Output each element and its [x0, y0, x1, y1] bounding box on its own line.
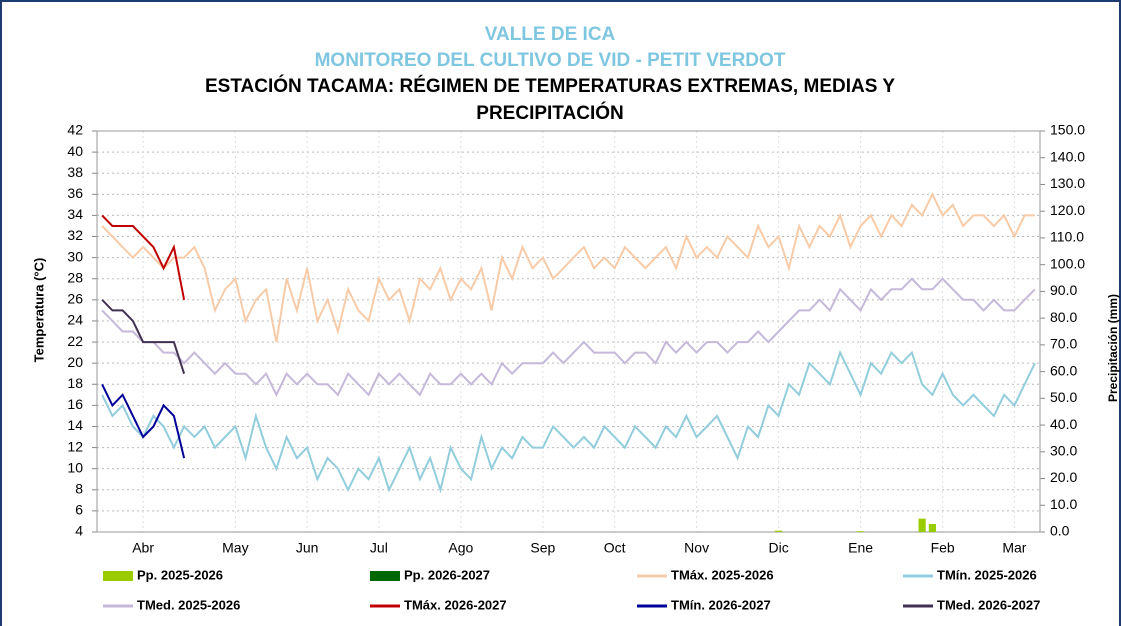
- y2-tick-label: 30.0: [1050, 443, 1077, 459]
- y2-tick-label: 80.0: [1050, 309, 1077, 325]
- line: [101, 277, 1036, 398]
- y-tick-label: 38: [67, 164, 83, 180]
- y2-tick-label: 10.0: [1050, 496, 1077, 512]
- legend-label: TMín. 2026-2027: [671, 597, 771, 612]
- plot-border: [96, 130, 1041, 533]
- y-tick-label: 6: [75, 502, 83, 518]
- y-tick-label: 12: [67, 438, 83, 454]
- y-tick-label: 8: [75, 480, 83, 496]
- y-tick-label: 16: [67, 396, 83, 412]
- y-tick-label: 30: [67, 248, 83, 264]
- line: [101, 349, 1036, 494]
- y2-axis-label: Precipitación (mm): [1106, 294, 1120, 402]
- y2-tick-label: 90.0: [1050, 282, 1077, 298]
- y2-tick-label: 60.0: [1050, 362, 1077, 378]
- bar: [857, 531, 865, 532]
- x-tick-label: Sep: [530, 540, 555, 556]
- x-tick-label: Jul: [370, 540, 388, 556]
- legend-label: TMed. 2026-2027: [937, 597, 1040, 612]
- x-tick-label: Nov: [684, 540, 709, 556]
- y-tick-label: 32: [67, 227, 83, 243]
- legend-swatch: [370, 571, 400, 581]
- legend-label: TMáx. 2025-2026: [671, 567, 774, 582]
- x-tick-label: Dic: [769, 540, 789, 556]
- y-tick-label: 34: [67, 206, 83, 222]
- y2-tick-label: 50.0: [1050, 389, 1077, 405]
- x-tick-label: Ene: [848, 540, 873, 556]
- subtitle: VALLE DE ICA: [485, 24, 616, 45]
- x-tick-label: Abr: [132, 540, 154, 556]
- bar: [928, 523, 936, 532]
- legend-label: Pp. 2026-2027: [404, 567, 490, 582]
- y-tick-label: 24: [67, 312, 83, 328]
- x-tick-label: Ago: [448, 540, 473, 556]
- y2-tick-label: 130.0: [1050, 175, 1085, 191]
- y2-tick-label: 0.0: [1050, 523, 1070, 539]
- bar: [918, 518, 926, 532]
- y-tick-label: 20: [67, 354, 83, 370]
- x-tick-label: May: [222, 540, 248, 556]
- x-tick-label: Jun: [296, 540, 319, 556]
- line: [101, 214, 186, 300]
- y-tick-label: 22: [67, 333, 83, 349]
- y2-tick-label: 70.0: [1050, 336, 1077, 352]
- y-tick-label: 42: [67, 122, 83, 138]
- chart-title: ESTACIÓN TACAMA: RÉGIMEN DE TEMPERATURAS…: [205, 75, 895, 97]
- y-tick-label: 28: [67, 269, 83, 285]
- y2-tick-label: 100.0: [1050, 255, 1085, 271]
- legend-label: TMáx. 2026-2027: [404, 597, 507, 612]
- line: [101, 192, 1035, 343]
- y-tick-label: 40: [67, 143, 83, 159]
- y-tick-label: 18: [67, 375, 83, 391]
- legend-swatch: [103, 571, 133, 581]
- x-tick-label: Feb: [931, 540, 955, 556]
- x-tick-label: Oct: [604, 540, 626, 556]
- y2-tick-label: 110.0: [1050, 229, 1084, 245]
- x-tick-label: Mar: [1002, 540, 1026, 556]
- legend-label: TMed. 2025-2026: [137, 597, 240, 612]
- subtitle: MONITOREO DEL CULTIVO DE VID - PETIT VER…: [315, 50, 786, 71]
- y-tick-label: 14: [67, 417, 83, 433]
- legend-label: Pp. 2025-2026: [137, 567, 223, 582]
- chart-title: PRECIPITACIÓN: [476, 102, 623, 124]
- line: [101, 383, 186, 459]
- y2-tick-label: 20.0: [1050, 469, 1077, 485]
- y2-tick-label: 40.0: [1050, 416, 1077, 432]
- y2-tick-label: 150.0: [1050, 122, 1085, 138]
- y2-tick-label: 120.0: [1050, 202, 1085, 218]
- y-tick-label: 4: [75, 523, 83, 539]
- y2-tick-label: 140.0: [1050, 148, 1085, 164]
- line: [101, 299, 186, 375]
- bar: [775, 530, 783, 532]
- y-axis-label: Temperatura (°C): [31, 258, 46, 363]
- y-tick-label: 36: [67, 185, 83, 201]
- legend-label: TMín. 2025-2026: [937, 567, 1037, 582]
- y-tick-label: 10: [67, 459, 83, 475]
- y-tick-label: 26: [67, 291, 83, 307]
